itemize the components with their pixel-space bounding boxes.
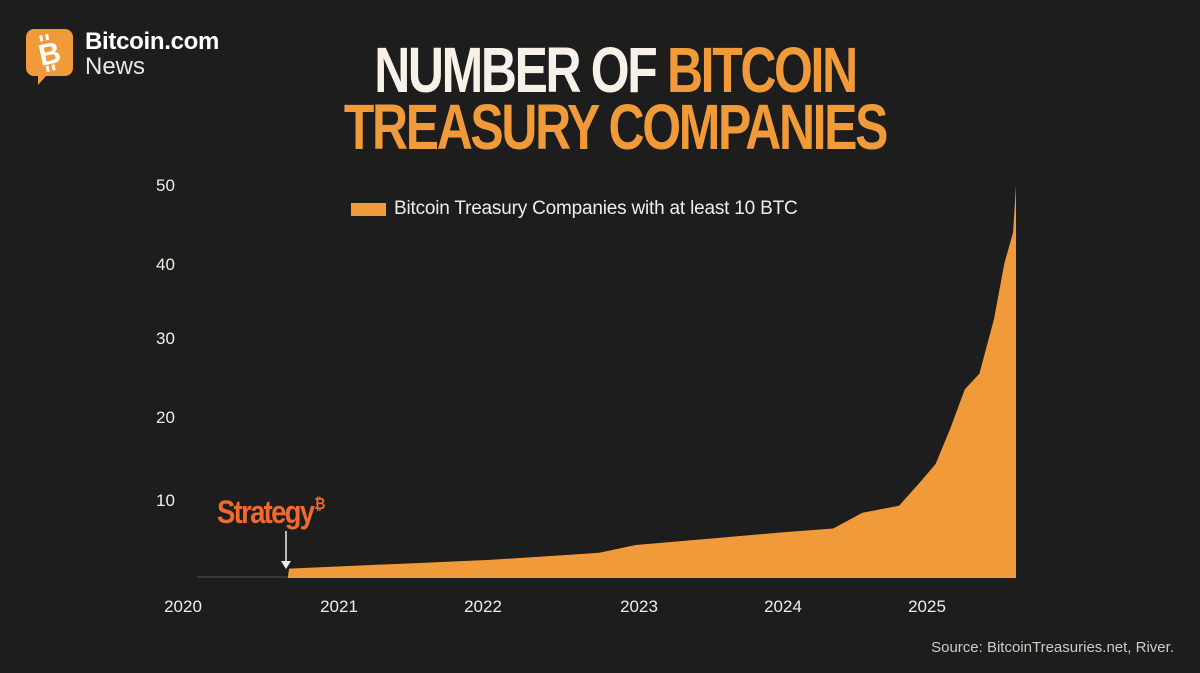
annotation-arrow-head bbox=[281, 561, 291, 569]
legend-label: Bitcoin Treasury Companies with at least… bbox=[394, 198, 798, 219]
y-tick-20: 20 bbox=[156, 408, 175, 427]
strategy-annotation: Strategy₿ bbox=[217, 494, 325, 531]
legend-swatch bbox=[351, 202, 386, 216]
x-tick-2021: 2021 bbox=[320, 597, 358, 616]
x-tick-2025: 2025 bbox=[908, 597, 946, 616]
title-part1: NUMBER OF bbox=[374, 34, 667, 106]
x-tick-2020: 2020 bbox=[164, 597, 202, 616]
brand-logo: B Bitcoin.com News bbox=[26, 28, 220, 85]
title-line2: TREASURY COMPANIES bbox=[343, 91, 889, 163]
source-note: Source: BitcoinTreasuries.net, River. bbox=[931, 639, 1174, 656]
title-part2: BITCOIN bbox=[666, 34, 858, 106]
bitcoin-chat-bubble-icon: B bbox=[26, 29, 73, 85]
bitcoin-symbol-icon: ₿ bbox=[314, 496, 325, 513]
x-tick-2022: 2022 bbox=[464, 597, 502, 616]
area-fill bbox=[287, 185, 1016, 578]
brand-sub: News bbox=[85, 53, 146, 80]
chart-title: NUMBER OF BITCOIN TREASURY COMPANIES bbox=[135, 38, 1094, 163]
chart-legend: Bitcoin Treasury Companies with at least… bbox=[351, 198, 798, 220]
y-tick-10: 10 bbox=[156, 491, 175, 510]
x-tick-2024: 2024 bbox=[764, 597, 802, 616]
y-tick-40: 40 bbox=[156, 255, 175, 274]
y-tick-30: 30 bbox=[156, 329, 175, 348]
x-tick-2023: 2023 bbox=[620, 597, 658, 616]
annotation-text: Strategy bbox=[217, 494, 315, 530]
y-tick-50: 50 bbox=[156, 176, 175, 195]
brand-name: Bitcoin.com bbox=[85, 28, 220, 55]
